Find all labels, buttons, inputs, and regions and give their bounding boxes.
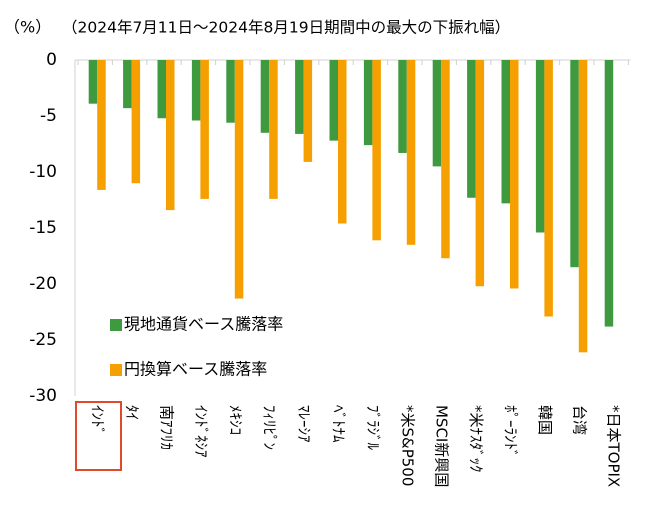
x-tick-label: ﾀｲ (123, 405, 141, 420)
legend-swatch (110, 364, 122, 376)
x-tick-label: ﾌﾞﾗｼﾞﾙ (364, 405, 382, 451)
bar (363, 60, 373, 146)
bar (398, 60, 407, 153)
legend-label: 現地通貨ベース騰落率 (124, 315, 283, 334)
bar (269, 60, 278, 199)
bar (97, 60, 106, 190)
x-tick-label: ﾒｷｼｺ (226, 405, 244, 435)
bar (88, 60, 98, 104)
y-tick-label: -15 (29, 218, 57, 238)
x-tick-label: 韓国 (536, 405, 554, 435)
highlight-box (75, 401, 122, 471)
bar (123, 60, 132, 109)
bar (338, 60, 347, 224)
bar (303, 60, 313, 162)
x-tick-label: ﾌｨﾘﾋﾟﾝ (261, 405, 279, 450)
bar (501, 60, 510, 204)
y-tick-label: -10 (29, 162, 57, 182)
x-tick-label: ｲﾝﾄﾞ (89, 405, 107, 435)
bar (234, 60, 244, 299)
y-tick-label: 0 (46, 50, 57, 70)
x-tick-label: *米ﾅｽﾀﾞｯｸ (467, 405, 485, 473)
x-tick-label: 南ｱﾌﾘｶ (158, 405, 176, 450)
bar (432, 60, 442, 167)
bar (191, 60, 201, 121)
x-tick-label: *米S&P500 (398, 405, 416, 486)
legend-label: 円換算ベース騰落率 (124, 360, 267, 379)
x-tick-label: ﾎﾟｰﾗﾝﾄﾞ (502, 405, 520, 458)
bar (578, 60, 588, 353)
bar (131, 60, 141, 184)
x-tick-label: MSCI新興国 (433, 405, 451, 487)
bar (260, 60, 270, 133)
bar (544, 60, 553, 317)
bar (200, 60, 209, 199)
bar (604, 60, 614, 327)
bar (157, 60, 166, 119)
legend-swatch (110, 319, 122, 331)
bar (295, 60, 304, 134)
bar (467, 60, 476, 198)
bar (372, 60, 381, 241)
bar (510, 60, 519, 289)
chart-title: （2024年7月11日～2024年8月19日期間中の最大の下振れ幅） (62, 19, 510, 37)
x-tick-label: ﾏﾚｰｼｱ (295, 405, 313, 443)
x-tick-label: *日本TOPIX (605, 405, 623, 487)
x-tick-label: 台湾 (570, 405, 588, 435)
y-tick-label: -5 (40, 106, 57, 126)
bar (475, 60, 485, 287)
y-tick-label: -25 (29, 330, 57, 350)
bar (226, 60, 235, 123)
y-tick-label: -20 (29, 274, 57, 294)
bar (570, 60, 579, 268)
x-tick-label: ｲﾝﾄﾞﾈｼｱ (192, 405, 210, 458)
bar (535, 60, 545, 233)
y-tick-label: -30 (29, 386, 57, 406)
bar (329, 60, 338, 141)
x-tick-label: ﾍﾞﾄﾅﾑ (330, 405, 348, 443)
unit-label: （%） (4, 18, 51, 37)
bar (441, 60, 450, 259)
bar (166, 60, 175, 211)
bar (406, 60, 416, 245)
